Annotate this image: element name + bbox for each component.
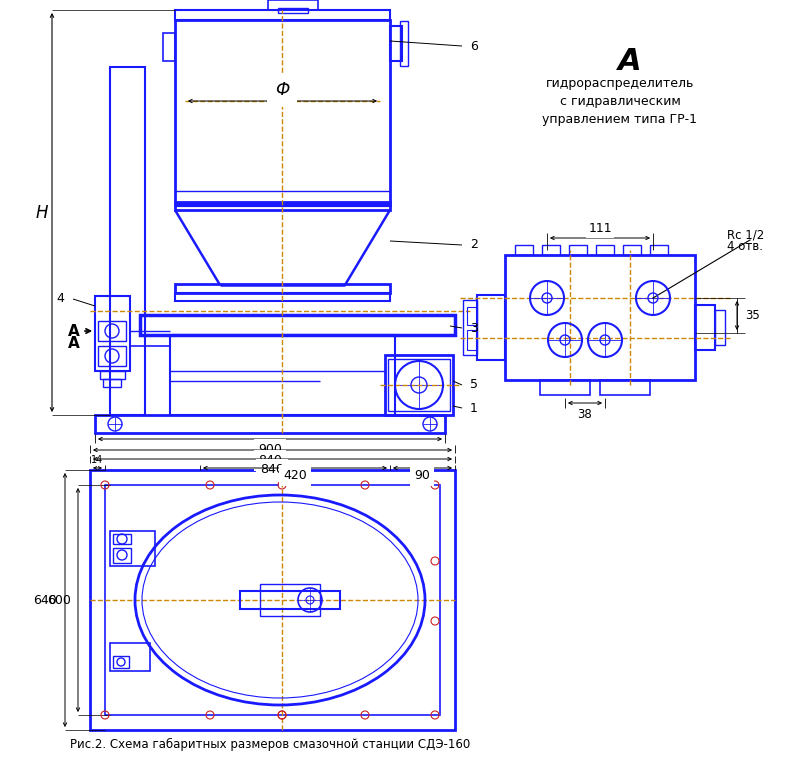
Bar — [95, 296, 130, 371]
Text: 4 отв.: 4 отв. — [727, 240, 763, 253]
Text: H: H — [36, 204, 48, 222]
Text: 90: 90 — [414, 469, 430, 482]
Bar — [400, 21, 408, 66]
Bar — [260, 584, 320, 616]
Bar — [110, 531, 155, 566]
Text: 600: 600 — [47, 594, 71, 607]
Text: 111: 111 — [588, 222, 612, 235]
Bar — [505, 255, 695, 380]
Bar — [467, 330, 477, 350]
Bar — [278, 8, 308, 13]
Bar — [695, 305, 715, 350]
Text: 6: 6 — [470, 40, 478, 53]
Text: 420: 420 — [283, 469, 307, 482]
Bar — [650, 245, 668, 255]
Bar — [623, 245, 641, 255]
Bar — [175, 20, 390, 205]
Bar — [175, 202, 390, 210]
Text: 3: 3 — [470, 321, 478, 335]
Text: A: A — [68, 323, 80, 339]
Text: 35: 35 — [745, 309, 760, 322]
Bar — [163, 33, 175, 61]
Bar — [542, 245, 560, 255]
Bar — [175, 293, 390, 301]
Bar — [98, 321, 126, 341]
Text: 4: 4 — [56, 292, 64, 305]
Bar — [90, 470, 455, 730]
Text: 2: 2 — [470, 238, 478, 251]
Bar — [113, 656, 129, 668]
Text: 38: 38 — [578, 408, 592, 421]
Bar — [600, 380, 650, 395]
Bar — [95, 415, 445, 433]
Text: 900: 900 — [258, 443, 282, 456]
Text: 14: 14 — [91, 455, 103, 465]
Bar — [175, 284, 390, 293]
Bar — [477, 295, 505, 360]
Text: Ф: Ф — [275, 81, 289, 99]
Bar — [715, 310, 725, 345]
Bar — [388, 359, 450, 411]
Text: A: A — [618, 46, 642, 75]
Bar — [596, 245, 614, 255]
Bar — [390, 26, 402, 61]
Bar — [110, 67, 145, 415]
Bar — [467, 307, 477, 325]
Text: 840: 840 — [260, 463, 284, 476]
Bar — [100, 371, 125, 379]
Bar — [385, 355, 453, 415]
Bar — [113, 534, 131, 544]
Bar — [515, 245, 533, 255]
Text: 640: 640 — [34, 594, 57, 607]
Bar — [113, 548, 131, 563]
Bar — [540, 380, 590, 395]
Text: Rc 1/2: Rc 1/2 — [727, 228, 764, 241]
Bar — [463, 300, 477, 355]
Bar — [140, 315, 455, 335]
Bar — [268, 0, 318, 10]
Bar — [105, 485, 440, 715]
Text: 1: 1 — [470, 402, 478, 415]
Bar — [170, 335, 395, 415]
Bar — [110, 643, 150, 671]
Text: гидрораспределитель
с гидравлическим
управлением типа ГР-1: гидрораспределитель с гидравлическим упр… — [542, 77, 698, 126]
Bar — [175, 10, 390, 20]
Bar — [569, 245, 587, 255]
Text: 5: 5 — [470, 378, 478, 391]
Bar — [103, 379, 121, 387]
Text: A: A — [68, 336, 80, 351]
Bar — [240, 591, 340, 609]
Text: Рис.2. Схема габаритных размеров смазочной станции СДЭ-160: Рис.2. Схема габаритных размеров смазочн… — [70, 738, 470, 751]
Text: 840: 840 — [258, 454, 282, 467]
Bar — [98, 346, 126, 366]
